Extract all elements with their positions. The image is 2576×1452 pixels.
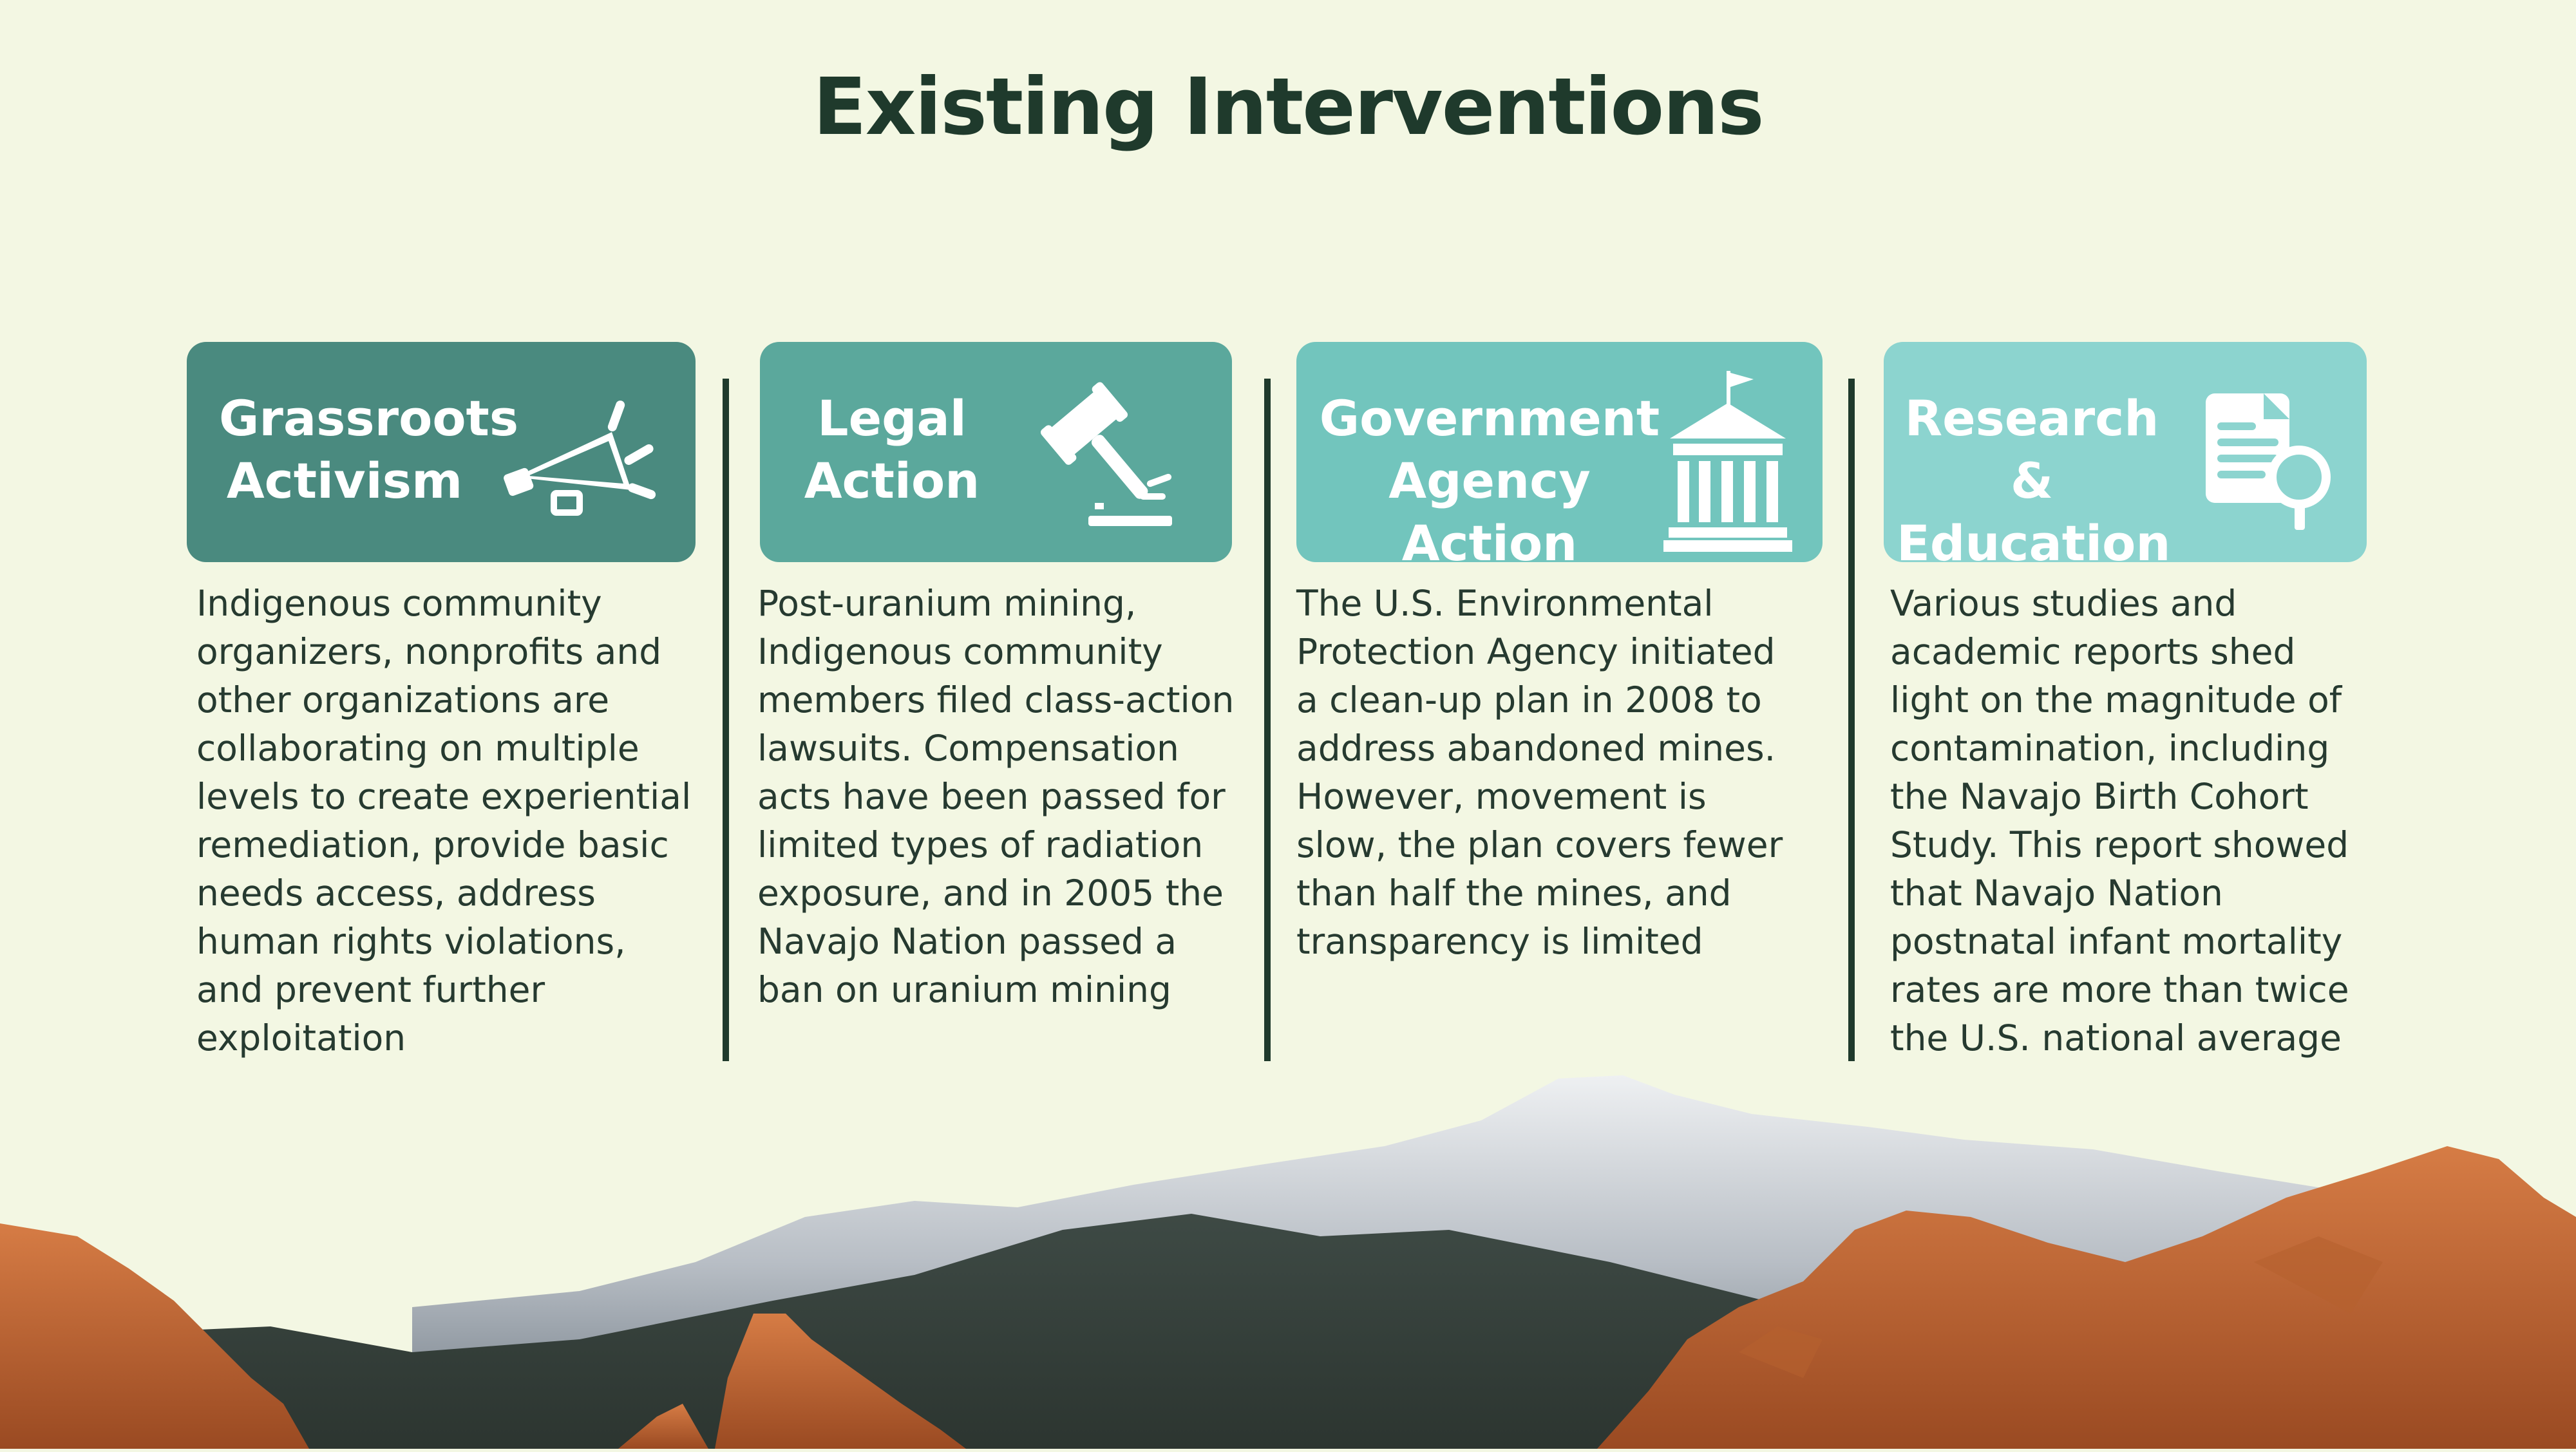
government-building-icon <box>1663 368 1792 554</box>
card-heading: Government Agency Action <box>1309 387 1670 574</box>
card-heading: Legal Action <box>799 387 985 512</box>
column-divider <box>1264 379 1271 1061</box>
page-title: Existing Interventions <box>813 61 1764 153</box>
gavel-icon <box>1018 381 1185 535</box>
card-description: Indigenous community organizers, nonprof… <box>196 583 692 1059</box>
column-divider <box>723 379 729 1061</box>
column-divider <box>1848 379 1855 1061</box>
document-search-icon <box>2199 381 2341 535</box>
card-heading-line2: Agency Action <box>1388 452 1591 572</box>
card-heading-line1: Grassroots <box>219 390 519 447</box>
mountain-landscape-image <box>0 1069 2576 1449</box>
card-heading-line1: Research & <box>1904 390 2159 509</box>
card-grassroots-activism: Grassroots Activism <box>187 342 696 562</box>
card-description: Post-uranium mining, Indigenous communit… <box>757 583 1235 1010</box>
card-heading: Research & Education <box>1897 387 2171 574</box>
card-government-agency-action: Government Agency Action <box>1296 342 1823 572</box>
card-heading-line2: Activism <box>226 452 463 509</box>
megaphone-icon <box>502 387 670 529</box>
card-heading-line1: Government <box>1319 390 1660 447</box>
card-heading: Grassroots Activism <box>219 387 519 512</box>
card-description: Various studies and academic reports she… <box>1890 583 2349 1059</box>
card-heading-line2: Education <box>1897 514 2171 572</box>
card-legal-action: Legal Action <box>760 342 1232 562</box>
card-heading-line2: Action <box>804 452 980 509</box>
card-heading-line1: Legal <box>817 390 967 447</box>
card-research-education: Research & Education <box>1884 342 2367 572</box>
card-description: The U.S. Environmental Protection Agency… <box>1296 583 1783 962</box>
